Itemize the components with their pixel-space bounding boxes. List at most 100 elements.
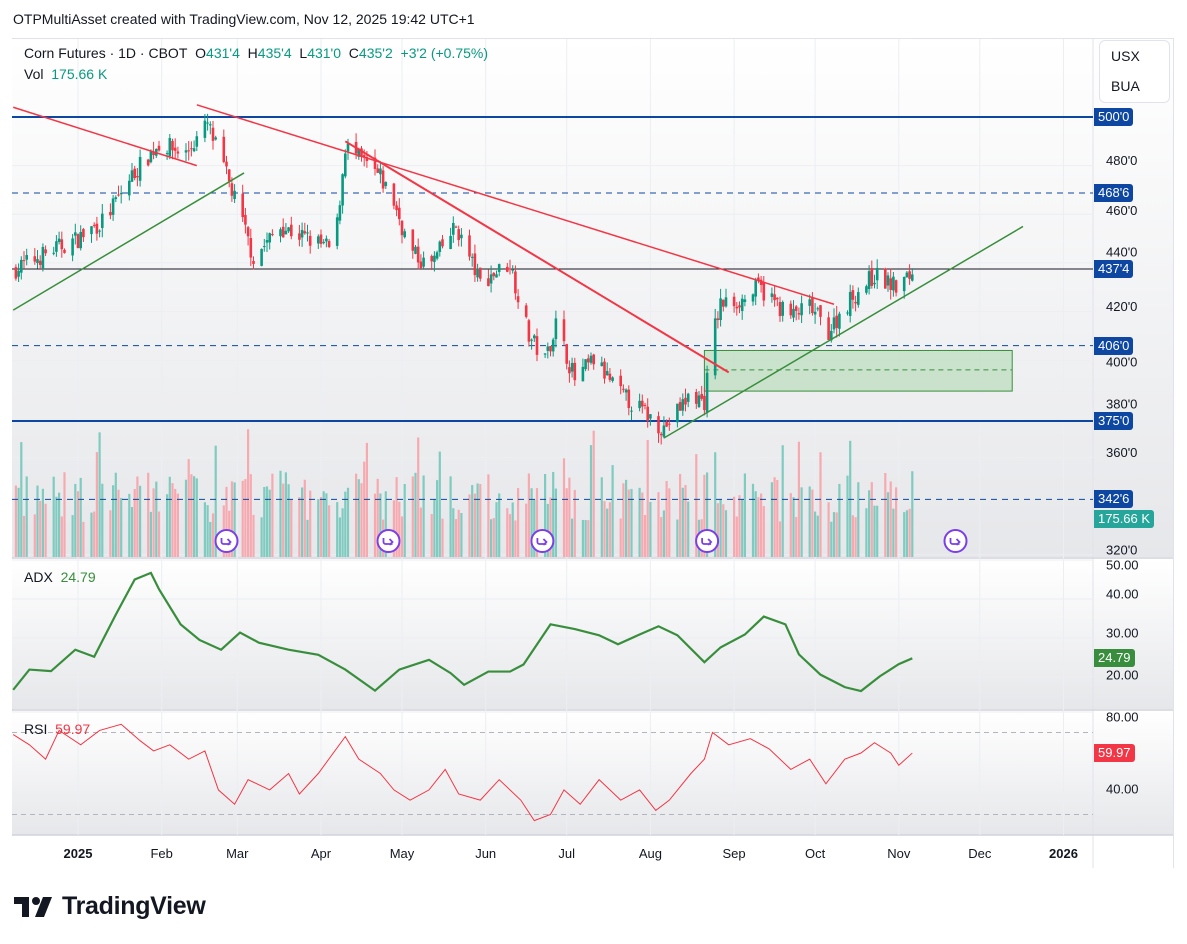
candle-body	[703, 395, 706, 411]
volume-bar	[762, 506, 765, 557]
candle-body	[268, 233, 271, 243]
candle-body	[460, 234, 463, 239]
volume-bar	[660, 517, 663, 557]
candle	[398, 198, 401, 226]
volume-bar	[117, 489, 120, 557]
volume-bar	[587, 520, 590, 557]
candle-body	[619, 375, 622, 387]
currency-unit-box[interactable]: USX BUA	[1099, 40, 1170, 103]
volume-bar	[490, 519, 493, 557]
level-price-label: 437'4	[1094, 260, 1134, 278]
candle-body	[379, 168, 382, 175]
candle	[759, 275, 763, 293]
volume-bar	[317, 499, 320, 557]
candle	[433, 251, 436, 272]
volume-bar	[44, 503, 47, 557]
candle	[681, 393, 685, 416]
change-value: +3'2 (+0.75%)	[400, 45, 489, 61]
candle	[659, 431, 663, 445]
candle-body	[249, 238, 253, 258]
volume-bar	[101, 483, 104, 557]
candle	[543, 353, 547, 358]
candle	[76, 233, 80, 249]
volume-bar	[622, 483, 625, 557]
candle	[128, 174, 131, 201]
candle-body	[136, 175, 139, 178]
candle	[886, 272, 890, 292]
volume-bars	[14, 429, 914, 557]
volume-bar	[20, 442, 23, 557]
candle	[14, 264, 18, 281]
event-marker-icon[interactable]	[376, 529, 401, 553]
price-tick-label: 400'0	[1106, 355, 1137, 370]
time-axis-label-2026: 2026	[1049, 846, 1078, 861]
candle	[573, 357, 577, 386]
event-marker-icon[interactable]	[695, 529, 720, 553]
candle	[743, 294, 747, 307]
candle	[211, 121, 215, 150]
candle	[225, 155, 228, 175]
candle	[227, 168, 231, 188]
volume-bar	[889, 481, 892, 557]
volume-bar	[738, 495, 741, 557]
candle-body	[622, 388, 625, 390]
event-marker-icon[interactable]	[214, 529, 239, 553]
candle-body	[533, 335, 536, 339]
event-marker-arrow	[701, 538, 713, 546]
candle-body	[146, 159, 150, 166]
candle	[605, 362, 609, 376]
candle-body	[230, 183, 234, 196]
volume-bar	[795, 516, 798, 557]
candle	[757, 273, 760, 284]
volume-bar	[627, 489, 630, 557]
candle-body	[128, 180, 131, 196]
candle	[740, 294, 744, 320]
candle	[662, 416, 666, 439]
candle	[192, 140, 196, 153]
candle-body	[511, 269, 514, 271]
candle-body	[894, 280, 898, 293]
volume-bar	[535, 488, 539, 557]
candle-body	[422, 257, 425, 267]
candle	[308, 230, 312, 254]
candle	[549, 346, 552, 357]
low-value: 431'0	[307, 45, 342, 61]
volume-bar	[816, 515, 819, 557]
candle-body	[789, 303, 793, 316]
volume-bar	[133, 489, 136, 557]
volume-bar	[290, 499, 293, 557]
candle	[214, 135, 217, 141]
symbol-name[interactable]: Corn Futures · 1D · CBOT	[24, 45, 188, 61]
candle	[705, 365, 709, 418]
candle	[284, 223, 288, 235]
rsi-label: RSI	[24, 721, 48, 737]
volume-bar	[52, 476, 55, 557]
volume-bar	[808, 486, 811, 557]
volume-bar	[819, 452, 822, 557]
candle-body	[79, 231, 82, 249]
candle-body	[905, 272, 909, 278]
candle	[686, 392, 690, 408]
volume-bar	[649, 501, 652, 557]
tradingview-logo[interactable]: TradingView	[14, 892, 206, 921]
event-marker-icon[interactable]	[943, 529, 968, 553]
volume-bar	[495, 502, 498, 557]
candle-body	[811, 297, 814, 313]
candle-body	[754, 280, 757, 297]
candle-body	[327, 241, 331, 247]
volume-bar	[584, 520, 587, 557]
volume-bar	[360, 483, 363, 557]
volume-bar	[638, 487, 641, 557]
volume-bar	[476, 483, 479, 557]
volume-bar	[211, 513, 215, 557]
candle	[530, 338, 533, 350]
candle	[751, 293, 755, 306]
candle-body	[303, 231, 307, 234]
volume-bar	[573, 489, 576, 557]
candle	[317, 234, 320, 249]
candle-body	[344, 153, 347, 177]
event-marker-icon[interactable]	[530, 529, 555, 553]
candle-body	[605, 370, 609, 376]
candle	[527, 318, 531, 347]
